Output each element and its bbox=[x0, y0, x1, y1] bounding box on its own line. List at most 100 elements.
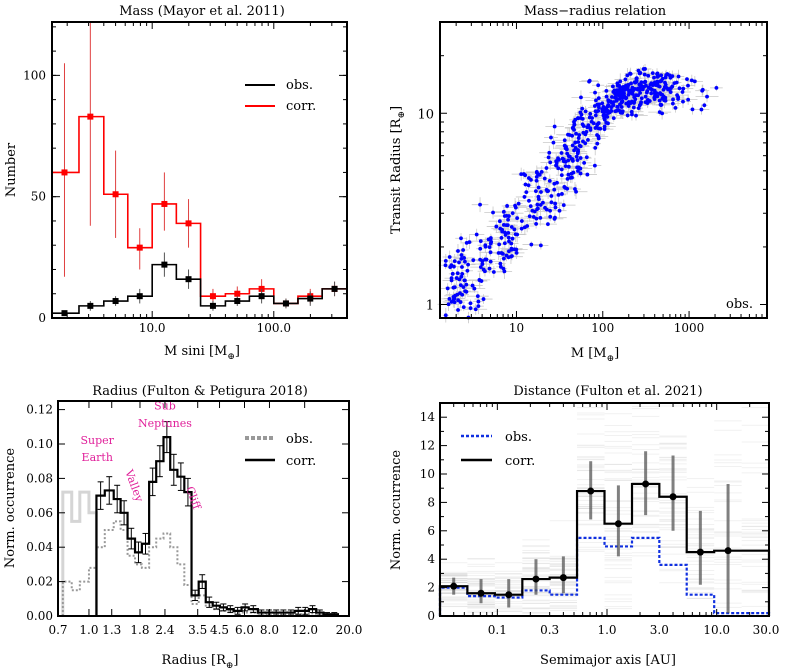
mass-histogram-panel: Mass (Mayor et al. 2011) 0 50 100 10.0 100.0… bbox=[4, 4, 348, 362]
mr-point bbox=[657, 91, 662, 96]
radius-xtick-label: 2.4 bbox=[155, 623, 174, 637]
mr-point bbox=[689, 78, 694, 83]
mass-point bbox=[87, 113, 94, 120]
radius-ytick-label: 0.08 bbox=[26, 471, 53, 485]
mr-point bbox=[466, 262, 470, 267]
mass-hist-corr bbox=[51, 115, 348, 318]
distance-ytick-label: 2 bbox=[427, 581, 435, 595]
radius-annotation: Earth bbox=[82, 451, 113, 464]
mr-point bbox=[470, 283, 475, 288]
mr-point bbox=[604, 120, 609, 125]
mr-point bbox=[615, 104, 620, 109]
mr-point bbox=[501, 223, 506, 227]
mr-point bbox=[465, 268, 470, 273]
mr-point bbox=[570, 143, 575, 148]
mr-point bbox=[523, 173, 528, 178]
mr-point bbox=[544, 166, 549, 170]
mr-point bbox=[563, 164, 568, 169]
mr-point bbox=[455, 271, 460, 276]
radius-annotation: Cliff bbox=[183, 485, 204, 512]
mr-point bbox=[559, 151, 564, 155]
mass-xtick-label: 10.0 bbox=[139, 321, 166, 335]
mr-point bbox=[496, 251, 501, 255]
mr-point bbox=[625, 73, 630, 78]
mr-point bbox=[542, 176, 547, 181]
mr-point bbox=[459, 274, 464, 279]
mr-point bbox=[573, 117, 578, 122]
mr-point bbox=[477, 278, 482, 283]
mr-point bbox=[500, 227, 505, 232]
mr-point bbox=[603, 114, 608, 118]
mr-point bbox=[554, 160, 559, 165]
mr-point bbox=[447, 296, 452, 301]
distance-point bbox=[477, 589, 485, 597]
mr-point bbox=[552, 124, 557, 129]
mr-point bbox=[583, 109, 588, 114]
mr-point bbox=[562, 185, 567, 189]
distance-xtick-label: 30.0 bbox=[753, 623, 780, 637]
mass-legend-label: corr. bbox=[286, 99, 316, 114]
mr-point bbox=[566, 154, 571, 159]
radius-histogram-panel: Radius (Fulton & Petigura 2018) 0.00 0.02… bbox=[3, 384, 362, 671]
mr-point bbox=[638, 102, 643, 106]
mr-point bbox=[628, 101, 633, 105]
mr-point bbox=[652, 75, 656, 80]
mr-point bbox=[634, 76, 639, 81]
mr-point bbox=[506, 235, 511, 240]
mr-point bbox=[464, 240, 469, 245]
radius-annotation: Valley bbox=[122, 467, 146, 504]
mr-point bbox=[587, 115, 592, 120]
mr-point bbox=[506, 249, 511, 254]
mr-point bbox=[452, 259, 457, 264]
mr-point bbox=[621, 85, 625, 89]
mr-point bbox=[555, 180, 559, 185]
mr-point bbox=[468, 301, 473, 306]
mass-point bbox=[87, 302, 94, 309]
mr-point bbox=[582, 160, 587, 165]
radius-xtick-label: 8.0 bbox=[260, 623, 279, 637]
mr-point bbox=[573, 140, 578, 145]
mr-point bbox=[443, 263, 448, 268]
mr-point bbox=[514, 250, 519, 255]
radius-xtick-label: 4.5 bbox=[210, 623, 229, 637]
mr-point bbox=[513, 203, 517, 208]
mr-point bbox=[606, 103, 611, 108]
mr-point bbox=[481, 297, 486, 301]
mr-point bbox=[499, 236, 504, 240]
distance-obs-hist bbox=[438, 536, 771, 616]
mr-point bbox=[505, 204, 510, 208]
mr-point bbox=[459, 253, 464, 257]
mr-point bbox=[681, 86, 686, 91]
radius-ytick-label: 0.04 bbox=[26, 540, 53, 554]
mr-point bbox=[528, 204, 533, 209]
radius-xtick-label: 1.8 bbox=[130, 623, 149, 637]
mr-point bbox=[478, 246, 483, 251]
radius-title: Radius (Fulton & Petigura 2018) bbox=[92, 384, 308, 399]
mr-point bbox=[596, 83, 601, 88]
mr-point bbox=[468, 306, 473, 311]
mr-point bbox=[632, 87, 637, 91]
mr-point bbox=[537, 172, 542, 177]
mr-point bbox=[534, 216, 539, 221]
mr-point bbox=[570, 159, 575, 163]
mr-point bbox=[576, 140, 581, 144]
radius-ylabel: Norm. occurrence bbox=[3, 448, 18, 569]
mr-point bbox=[601, 104, 606, 109]
distance-point bbox=[450, 582, 458, 590]
mr-point bbox=[642, 80, 647, 85]
mr-point bbox=[547, 150, 552, 155]
mr-ylabel: Transit Radius [R⊕] bbox=[389, 106, 407, 234]
mr-point bbox=[551, 140, 556, 145]
mr-point bbox=[714, 85, 719, 90]
mr-point bbox=[491, 270, 496, 274]
mass-point bbox=[307, 295, 314, 302]
mr-point bbox=[478, 257, 483, 262]
mr-point bbox=[557, 208, 562, 213]
mass-point bbox=[136, 244, 143, 251]
mr-point bbox=[602, 127, 607, 132]
mass-point bbox=[185, 220, 192, 227]
mass-point bbox=[234, 290, 241, 297]
mass-point bbox=[61, 310, 68, 317]
mr-point bbox=[588, 111, 593, 116]
distance-xtick-label: 10.0 bbox=[703, 623, 730, 637]
